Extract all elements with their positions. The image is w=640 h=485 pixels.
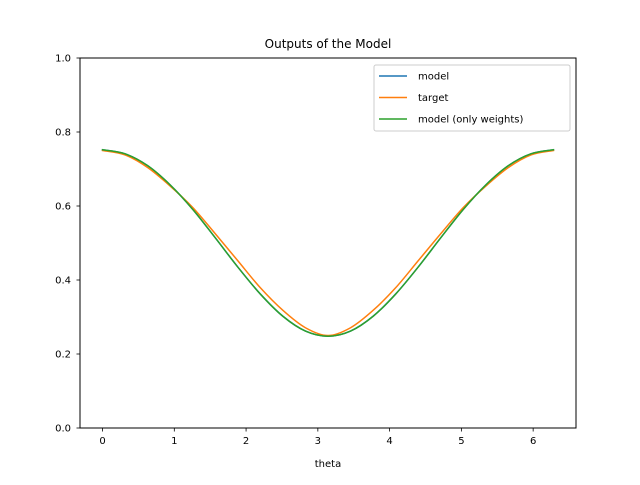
x-tick-label: 5 <box>458 436 464 447</box>
y-tick-label: 1.0 <box>55 54 71 65</box>
legend: model target model (only weights) <box>373 64 571 132</box>
plot-frame <box>79 57 577 429</box>
series-layer <box>101 148 555 337</box>
x-tick-label: 3 <box>315 436 321 447</box>
x-axis-label: theta <box>315 459 341 470</box>
y-tick-label: 0.8 <box>55 128 71 139</box>
x-tick-label: 1 <box>171 436 177 447</box>
series-line-2 <box>101 148 555 337</box>
legend-entry: model <box>418 72 449 83</box>
x-tick-label: 2 <box>243 436 249 447</box>
x-tick-label: 4 <box>386 436 392 447</box>
x-tick-label: 0 <box>99 436 105 447</box>
ticks-layer: 0 1 2 3 4 5 6 0.0 0.2 0.4 0.6 0.8 1.0 <box>55 54 536 448</box>
y-tick-label: 0.2 <box>55 350 71 361</box>
y-tick-label: 0.6 <box>55 202 71 213</box>
legend-box <box>373 64 571 132</box>
chart-title: Outputs of the Model <box>265 37 392 51</box>
y-tick-label: 0.4 <box>55 276 71 287</box>
y-tick-label: 0.0 <box>55 424 71 435</box>
x-tick-label: 6 <box>530 436 536 447</box>
legend-entry: model (only weights) <box>418 115 523 126</box>
legend-items: model target model (only weights) <box>379 72 523 126</box>
legend-entry: target <box>418 93 448 104</box>
